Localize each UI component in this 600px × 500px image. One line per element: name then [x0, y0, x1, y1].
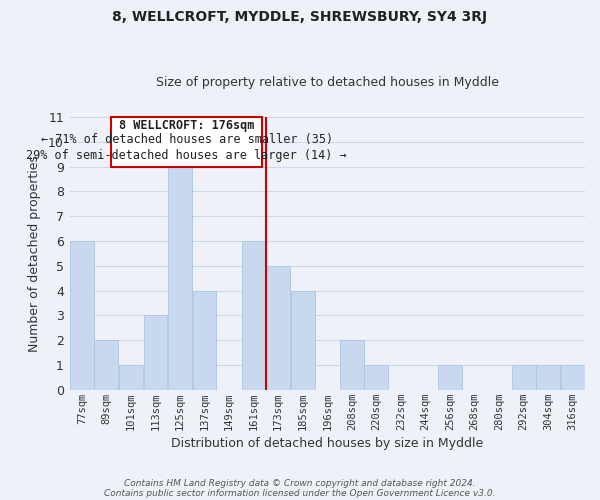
Bar: [364, 365, 388, 390]
Bar: [536, 365, 560, 390]
Text: 8 WELLCROFT: 176sqm: 8 WELLCROFT: 176sqm: [119, 119, 254, 132]
FancyBboxPatch shape: [112, 117, 262, 166]
Bar: [193, 290, 217, 390]
Bar: [512, 365, 536, 390]
Bar: [70, 241, 94, 390]
X-axis label: Distribution of detached houses by size in Myddle: Distribution of detached houses by size …: [171, 437, 484, 450]
Bar: [119, 365, 143, 390]
Bar: [266, 266, 290, 390]
Text: Contains public sector information licensed under the Open Government Licence v3: Contains public sector information licen…: [104, 488, 496, 498]
Y-axis label: Number of detached properties: Number of detached properties: [28, 155, 41, 352]
Text: 8, WELLCROFT, MYDDLE, SHREWSBURY, SY4 3RJ: 8, WELLCROFT, MYDDLE, SHREWSBURY, SY4 3R…: [112, 10, 488, 24]
Bar: [291, 290, 314, 390]
Title: Size of property relative to detached houses in Myddle: Size of property relative to detached ho…: [156, 76, 499, 90]
Text: ← 71% of detached houses are smaller (35): ← 71% of detached houses are smaller (35…: [41, 133, 333, 146]
Bar: [168, 166, 192, 390]
Bar: [438, 365, 462, 390]
Bar: [340, 340, 364, 390]
Bar: [561, 365, 584, 390]
Bar: [94, 340, 118, 390]
Bar: [143, 316, 167, 390]
Text: 29% of semi-detached houses are larger (14) →: 29% of semi-detached houses are larger (…: [26, 149, 347, 162]
Bar: [242, 241, 266, 390]
Text: Contains HM Land Registry data © Crown copyright and database right 2024.: Contains HM Land Registry data © Crown c…: [124, 478, 476, 488]
